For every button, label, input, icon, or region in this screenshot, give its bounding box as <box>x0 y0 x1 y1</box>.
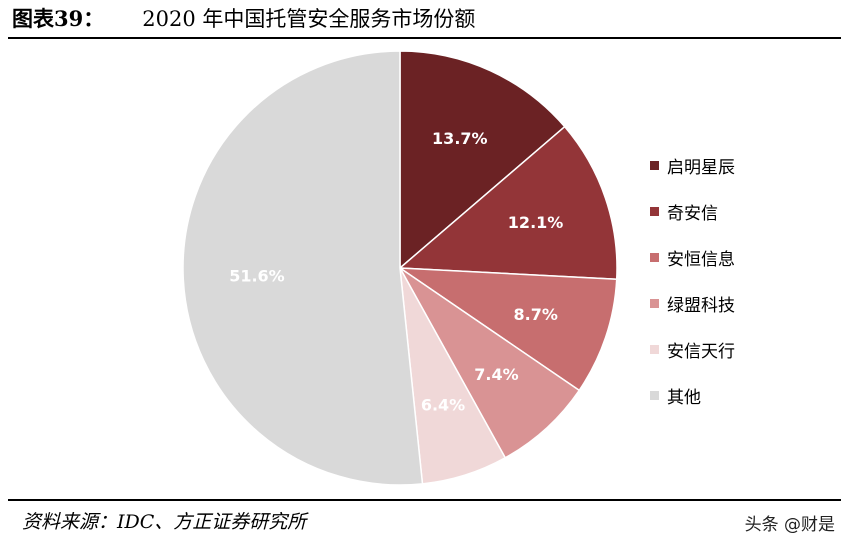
watermark: 头条 @财是 <box>744 515 835 535</box>
legend-label: 其他 <box>667 387 701 408</box>
legend-item-5: 安信天行 <box>650 326 830 372</box>
source-note: 资料来源：IDC、方正证券研究所 <box>22 511 307 533</box>
figure-label: 图表39： <box>12 6 105 31</box>
pie-slice-1 <box>399 50 566 270</box>
legend-label: 绿盟科技 <box>667 295 735 316</box>
pie-slice-3 <box>397 267 618 392</box>
slice-value-label-3: 8.7% <box>514 305 558 324</box>
legend-swatch <box>650 206 659 216</box>
legend-swatch <box>650 344 659 354</box>
bottom-rule <box>8 499 841 501</box>
legend-label: 安恒信息 <box>667 249 735 270</box>
legend-swatch <box>650 160 659 170</box>
legend-label: 安信天行 <box>667 341 735 362</box>
legend-item-6: 其他 <box>650 372 830 418</box>
pie-slice-4 <box>399 267 581 459</box>
top-rule <box>8 37 841 39</box>
slice-value-label-2: 12.1% <box>508 213 564 232</box>
legend-item-4: 绿盟科技 <box>650 280 830 326</box>
legend-item-1: 启明星辰 <box>650 142 830 188</box>
legend-label: 奇安信 <box>667 203 718 224</box>
slice-value-label-1: 13.7% <box>432 129 488 148</box>
chart-title: 2020 年中国托管安全服务市场份额 <box>142 7 476 31</box>
pie-slice-6 <box>182 50 424 486</box>
chart-title-row: 图表39： 2020 年中国托管安全服务市场份额 <box>12 0 475 36</box>
chart-legend: 启明星辰奇安信安恒信息绿盟科技安信天行其他 <box>650 142 830 418</box>
pie-slice-2 <box>398 125 618 281</box>
legend-swatch <box>650 252 659 262</box>
slice-value-label-5: 6.4% <box>421 396 465 415</box>
slice-value-label-6: 51.6% <box>229 266 285 285</box>
legend-swatch <box>650 298 659 308</box>
pie-slices <box>182 50 618 486</box>
legend-item-2: 奇安信 <box>650 188 830 234</box>
slice-value-label-4: 7.4% <box>474 365 518 384</box>
legend-swatch <box>650 390 659 400</box>
legend-label: 启明星辰 <box>667 157 735 178</box>
pie-labels: 13.7% 12.1% 8.7% 7.4% 6.4% 51.6% <box>229 129 563 415</box>
legend-item-3: 安恒信息 <box>650 234 830 280</box>
